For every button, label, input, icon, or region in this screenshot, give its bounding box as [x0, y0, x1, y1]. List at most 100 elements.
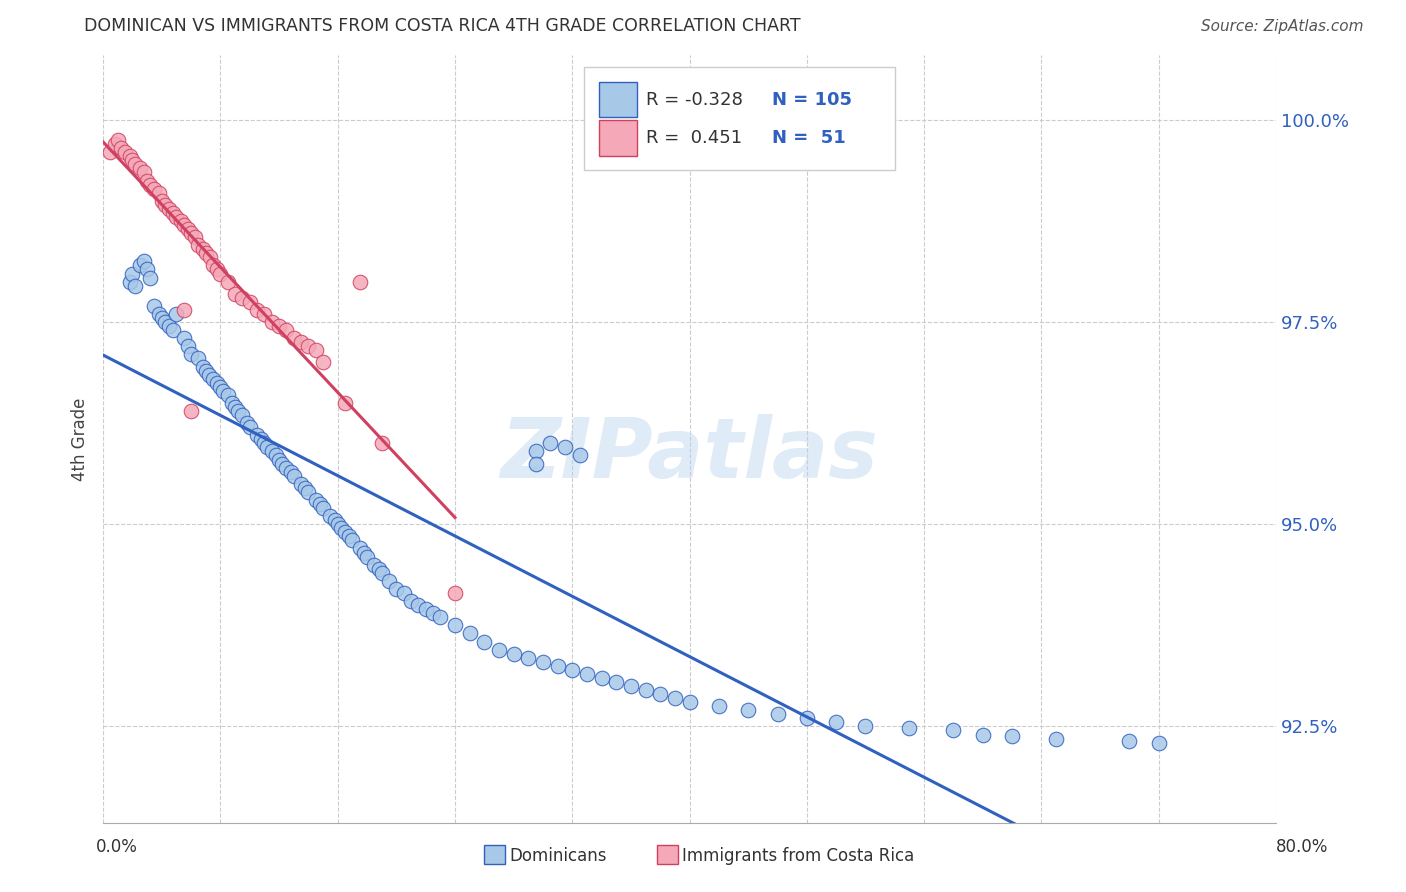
Point — [100, 145, 122, 160]
Text: 0.0%: 0.0% — [96, 838, 138, 855]
Point — [429, 610, 451, 624]
Point — [209, 380, 232, 394]
Point — [231, 408, 253, 422]
Point — [276, 460, 298, 475]
Point — [898, 721, 921, 735]
Point — [184, 230, 207, 244]
Point — [363, 558, 385, 572]
Text: Dominicans: Dominicans — [509, 847, 606, 865]
Point — [294, 481, 316, 495]
Point — [524, 457, 547, 471]
Point — [333, 525, 356, 540]
Point — [502, 647, 524, 661]
Point — [170, 214, 193, 228]
FancyBboxPatch shape — [599, 82, 637, 118]
Point — [136, 262, 159, 277]
Point — [392, 586, 415, 600]
Point — [217, 388, 239, 402]
Point — [290, 476, 312, 491]
Point — [517, 650, 540, 665]
Point — [472, 634, 495, 648]
Text: Immigrants from Costa Rica: Immigrants from Costa Rica — [682, 847, 914, 865]
Point — [246, 428, 269, 442]
Point — [150, 310, 173, 325]
Point — [399, 594, 422, 608]
Point — [124, 278, 146, 293]
Point — [165, 307, 187, 321]
Point — [260, 444, 283, 458]
Point — [260, 315, 283, 329]
Point — [207, 262, 229, 277]
Point — [561, 663, 583, 677]
Point — [136, 173, 159, 187]
Point — [283, 468, 305, 483]
Point — [309, 497, 332, 511]
Point — [191, 359, 214, 374]
Point — [236, 416, 259, 430]
Point — [547, 658, 569, 673]
Point — [198, 250, 221, 264]
Point — [194, 363, 217, 377]
Point — [305, 343, 328, 358]
Point — [173, 302, 195, 317]
Point — [444, 618, 467, 632]
Point — [191, 242, 214, 256]
Point — [267, 319, 290, 334]
Point — [256, 441, 278, 455]
Point — [250, 432, 273, 446]
Text: ZIPatlas: ZIPatlas — [501, 414, 879, 495]
Point — [620, 679, 643, 693]
Point — [538, 436, 561, 450]
Point — [231, 291, 253, 305]
Point — [276, 323, 298, 337]
Point — [312, 355, 335, 369]
Point — [678, 695, 700, 709]
Point — [1147, 736, 1170, 750]
Point — [239, 420, 262, 434]
Point — [356, 549, 378, 564]
Point — [264, 449, 287, 463]
Point — [554, 441, 576, 455]
Point — [524, 444, 547, 458]
Point — [267, 452, 290, 467]
Point — [124, 157, 146, 171]
Text: 80.0%: 80.0% — [1277, 838, 1329, 855]
Text: R = -0.328: R = -0.328 — [647, 91, 742, 109]
Point — [134, 254, 156, 268]
Text: N = 105: N = 105 — [772, 91, 852, 109]
Point — [305, 493, 328, 508]
Point — [664, 691, 686, 706]
Point — [224, 400, 246, 414]
Point — [110, 141, 132, 155]
Point — [319, 509, 342, 524]
Point — [422, 606, 444, 620]
Point — [165, 210, 187, 224]
Point — [349, 541, 371, 556]
Point — [796, 711, 818, 725]
Point — [312, 501, 335, 516]
Point — [568, 449, 591, 463]
Y-axis label: 4th Grade: 4th Grade — [72, 398, 89, 481]
Point — [737, 703, 759, 717]
Point — [139, 270, 162, 285]
Point — [104, 137, 127, 152]
Point — [1001, 729, 1024, 743]
Point — [253, 436, 276, 450]
Point — [148, 307, 170, 321]
Point — [209, 267, 232, 281]
Point — [118, 149, 141, 163]
Point — [370, 566, 392, 580]
Point — [634, 683, 657, 698]
Point — [415, 602, 437, 616]
Point — [217, 275, 239, 289]
Point — [290, 335, 312, 350]
Point — [458, 626, 481, 640]
Point — [177, 339, 200, 353]
Point — [139, 178, 162, 192]
Point — [134, 165, 156, 179]
Point — [180, 226, 202, 240]
Point — [173, 218, 195, 232]
Point — [271, 457, 294, 471]
Text: DOMINICAN VS IMMIGRANTS FROM COSTA RICA 4TH GRADE CORRELATION CHART: DOMINICAN VS IMMIGRANTS FROM COSTA RICA … — [84, 17, 801, 35]
Point — [162, 206, 184, 220]
